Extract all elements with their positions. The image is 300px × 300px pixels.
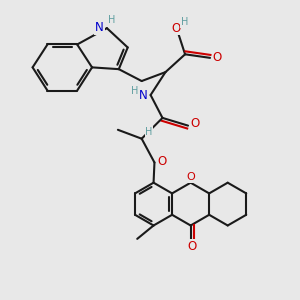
Text: O: O: [213, 51, 222, 64]
Text: O: O: [188, 240, 197, 253]
Text: O: O: [157, 155, 167, 168]
Text: H: H: [108, 15, 115, 25]
Text: O: O: [171, 22, 181, 34]
Text: O: O: [191, 117, 200, 130]
Text: N: N: [95, 21, 104, 34]
Text: H: H: [146, 127, 153, 137]
Text: N: N: [139, 89, 148, 102]
Text: H: H: [181, 17, 188, 27]
Text: O: O: [186, 172, 195, 182]
Text: H: H: [131, 86, 139, 96]
